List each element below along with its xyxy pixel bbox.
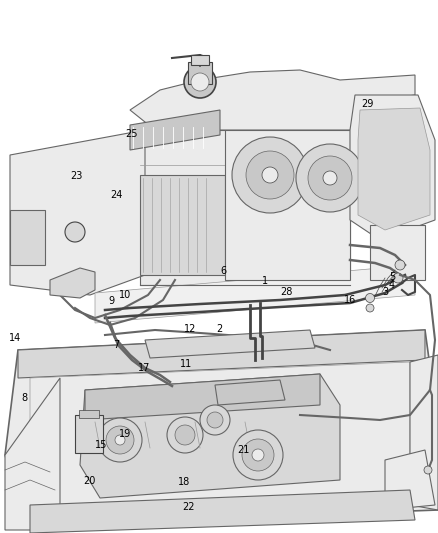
Circle shape (365, 294, 374, 303)
Polygon shape (385, 450, 435, 510)
Text: 9: 9 (109, 296, 115, 306)
Text: 8: 8 (21, 393, 27, 403)
Text: 7: 7 (113, 341, 119, 350)
Text: 15: 15 (95, 440, 107, 450)
Polygon shape (5, 378, 60, 530)
Polygon shape (80, 374, 340, 498)
Polygon shape (30, 362, 410, 520)
Text: 1: 1 (262, 277, 268, 286)
Circle shape (167, 417, 203, 453)
Bar (140, 175, 225, 275)
Polygon shape (130, 110, 220, 150)
Text: 18: 18 (178, 478, 190, 487)
Circle shape (395, 260, 405, 270)
Polygon shape (130, 70, 415, 130)
Circle shape (65, 222, 85, 242)
Bar (75, 415, 103, 453)
Circle shape (191, 73, 209, 91)
Bar (225, 130, 350, 280)
Bar (79, 410, 99, 418)
Polygon shape (85, 374, 320, 420)
Circle shape (115, 435, 125, 445)
Circle shape (184, 66, 216, 98)
Bar (188, 62, 212, 84)
Circle shape (323, 171, 337, 185)
Polygon shape (10, 130, 145, 295)
Polygon shape (215, 380, 285, 405)
Circle shape (106, 426, 134, 454)
Polygon shape (410, 355, 438, 510)
Text: 23: 23 (71, 171, 83, 181)
Text: 4: 4 (388, 280, 394, 290)
Text: 19: 19 (119, 430, 131, 439)
Polygon shape (5, 330, 438, 525)
Circle shape (200, 405, 230, 435)
Circle shape (393, 273, 403, 283)
Polygon shape (18, 330, 425, 378)
Circle shape (207, 412, 223, 428)
Text: 24: 24 (110, 190, 122, 199)
Text: 21: 21 (237, 446, 249, 455)
Bar (370, 225, 425, 280)
Text: 2: 2 (216, 325, 222, 334)
Text: 16: 16 (344, 295, 357, 304)
Text: 10: 10 (119, 290, 131, 300)
Circle shape (233, 430, 283, 480)
Circle shape (296, 144, 364, 212)
Text: 25: 25 (125, 130, 138, 139)
Circle shape (366, 304, 374, 312)
Circle shape (98, 418, 142, 462)
Text: 28: 28 (281, 287, 293, 296)
Circle shape (242, 439, 274, 471)
Text: 17: 17 (138, 363, 151, 373)
Text: 5: 5 (389, 272, 395, 282)
Text: 29: 29 (362, 99, 374, 109)
Polygon shape (95, 265, 415, 323)
Polygon shape (50, 268, 95, 298)
Bar (140, 130, 350, 285)
Polygon shape (30, 490, 415, 533)
Polygon shape (358, 108, 430, 230)
Text: 14: 14 (9, 334, 21, 343)
Circle shape (246, 151, 294, 199)
Polygon shape (145, 330, 315, 358)
Text: 22: 22 (182, 503, 194, 512)
Polygon shape (350, 95, 435, 240)
Text: 11: 11 (180, 359, 192, 368)
Text: 3: 3 (382, 287, 389, 297)
Text: 12: 12 (184, 324, 197, 334)
Circle shape (308, 156, 352, 200)
Text: 20: 20 (84, 476, 96, 486)
Bar (191, 55, 209, 65)
Circle shape (262, 167, 278, 183)
Circle shape (252, 449, 264, 461)
Circle shape (175, 425, 195, 445)
Bar (10, 210, 45, 265)
Circle shape (232, 137, 308, 213)
Text: 6: 6 (220, 266, 226, 276)
Circle shape (424, 466, 432, 474)
